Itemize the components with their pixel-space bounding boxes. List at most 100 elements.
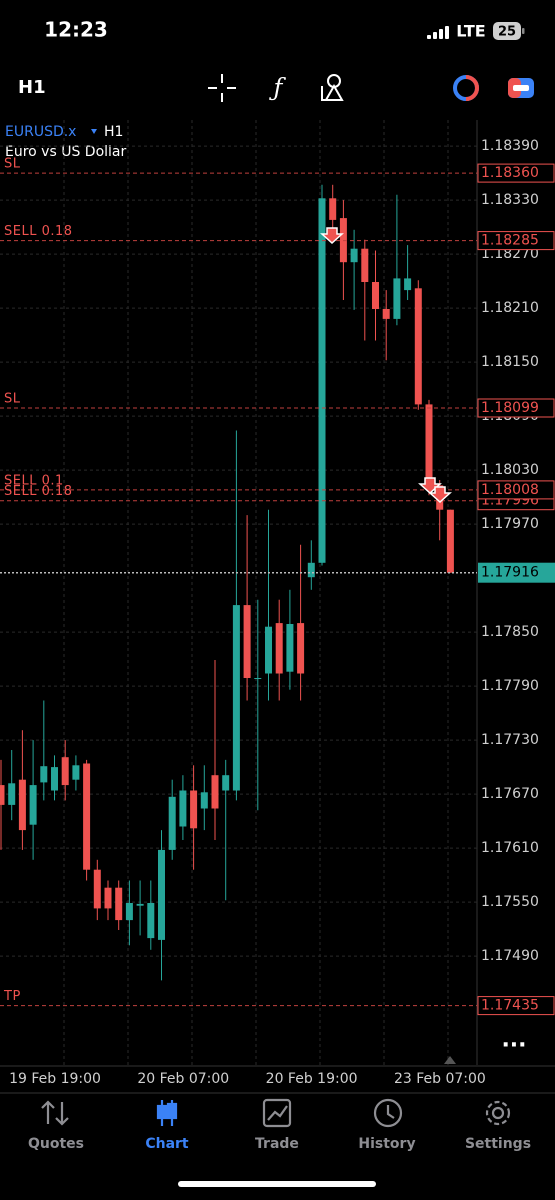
status-time: 12:23 xyxy=(44,18,108,42)
level-label: SELL 0.18 xyxy=(4,484,73,499)
level-tag xyxy=(477,996,555,1016)
y-tick-label: 1.18150 xyxy=(481,354,539,370)
candle-body xyxy=(382,309,390,319)
candle-body xyxy=(51,767,58,791)
level-price: 1.18099 xyxy=(481,400,539,416)
network-label: LTE xyxy=(456,22,485,41)
tab-label[interactable]: Chart xyxy=(145,1136,189,1152)
candle-body xyxy=(200,792,208,809)
y-tick-label: 1.18390 xyxy=(481,138,539,154)
trade-markers xyxy=(320,227,452,504)
tab-label[interactable]: Quotes xyxy=(28,1136,84,1152)
candle-body xyxy=(414,288,422,405)
tab-label[interactable]: History xyxy=(358,1136,415,1152)
candle-body xyxy=(222,775,230,791)
time-axis: 19 Feb 19:00 20 Feb 07:00 20 Feb 19:00 23 F… xyxy=(9,1071,486,1087)
tab-label[interactable]: Trade xyxy=(255,1136,299,1152)
level-price: 1.18360 xyxy=(481,165,539,181)
candle-body xyxy=(158,849,165,940)
chart-timeframe: H1 xyxy=(104,124,123,140)
symbol-name[interactable]: EURUSD.x xyxy=(5,124,76,140)
candle-body xyxy=(104,887,112,909)
tab-settings[interactable]: Settings xyxy=(465,1100,531,1152)
candle-body xyxy=(211,775,219,809)
trade-button[interactable] xyxy=(453,75,479,101)
candle-body xyxy=(318,198,326,563)
timeframe-button[interactable]: H1 xyxy=(18,77,46,98)
y-tick-label: 1.17490 xyxy=(481,948,539,964)
scroll-marker xyxy=(444,1056,456,1064)
candle-body xyxy=(72,765,80,780)
candle-body xyxy=(0,785,5,805)
tab-history[interactable]: History xyxy=(358,1098,416,1152)
level-label: SELL 0.1 xyxy=(4,473,64,488)
indicators-button[interactable]: ƒ xyxy=(269,74,287,102)
level-label: SL xyxy=(4,157,21,172)
candle-body xyxy=(168,796,176,850)
candle-body xyxy=(275,623,283,674)
candle-body xyxy=(254,678,262,679)
candle-body xyxy=(179,790,187,827)
candle-body xyxy=(18,779,26,831)
y-tick-label: 1.17610 xyxy=(481,840,539,856)
level-label: SL xyxy=(4,392,21,407)
level-price: 1.18008 xyxy=(481,482,539,498)
candle-body xyxy=(243,605,251,678)
level-label: TP xyxy=(3,989,21,1004)
symbol-dropdown[interactable] xyxy=(91,129,97,134)
y-tick-label: 1.17670 xyxy=(481,786,539,802)
current-price-label: 1.17916 xyxy=(481,565,539,581)
level-price: 1.17435 xyxy=(481,998,539,1014)
current-price-tag xyxy=(478,562,555,583)
tab-trade[interactable]: Trade xyxy=(255,1098,299,1152)
candle-body xyxy=(93,869,101,909)
tab-label[interactable]: Settings xyxy=(465,1136,531,1152)
candle-body xyxy=(372,282,379,309)
y-tick-label: 1.17790 xyxy=(481,678,539,694)
y-tick-label: 1.17850 xyxy=(481,624,539,640)
candle-body xyxy=(265,626,272,674)
more-button[interactable]: ··· xyxy=(501,1033,526,1058)
home-indicator xyxy=(178,1181,376,1187)
candle-body xyxy=(350,248,358,263)
objects-button[interactable] xyxy=(321,74,344,101)
candle-body xyxy=(125,903,133,921)
level-tag xyxy=(477,163,555,183)
y-tick-label: 1.17730 xyxy=(481,732,539,748)
tab-quotes[interactable]: Quotes xyxy=(28,1100,84,1152)
level-price: 1.18285 xyxy=(481,233,539,249)
x-tick-label: 19 Feb 19:00 xyxy=(9,1071,101,1087)
level-tag xyxy=(477,398,555,418)
x-tick-label: 20 Feb 19:00 xyxy=(266,1071,358,1087)
level-tag xyxy=(477,480,555,500)
candle-body xyxy=(29,785,37,825)
x-tick-label: 23 Feb 07:00 xyxy=(394,1071,486,1087)
battery-tip xyxy=(522,28,525,34)
candle-body xyxy=(61,757,69,786)
candle-body xyxy=(232,605,240,791)
signal-icon xyxy=(427,26,449,39)
candle-body xyxy=(8,783,16,805)
grid xyxy=(0,120,478,1065)
price-tags: 1.174351.179961.180081.180991.182851.183… xyxy=(477,163,555,1016)
candle-body xyxy=(190,790,198,829)
candle-body xyxy=(297,623,305,674)
level-tag xyxy=(477,231,555,251)
y-tick-label: 1.18030 xyxy=(481,462,539,478)
battery-level: 25 xyxy=(498,25,516,40)
crosshair-button[interactable] xyxy=(208,74,236,102)
candle-body xyxy=(115,887,123,921)
one-click-button[interactable] xyxy=(508,78,534,98)
tab-chart[interactable]: Chart xyxy=(145,1100,189,1152)
candle-body xyxy=(425,404,433,486)
y-tick-label: 1.17970 xyxy=(481,516,539,532)
candle-body xyxy=(83,763,91,870)
symbol-description: Euro vs US Dollar xyxy=(5,144,127,160)
candle-body xyxy=(393,278,401,319)
candle-body xyxy=(329,198,337,220)
battery-icon xyxy=(493,22,521,40)
candle-body xyxy=(404,278,412,291)
x-tick-label: 20 Feb 07:00 xyxy=(137,1071,229,1087)
